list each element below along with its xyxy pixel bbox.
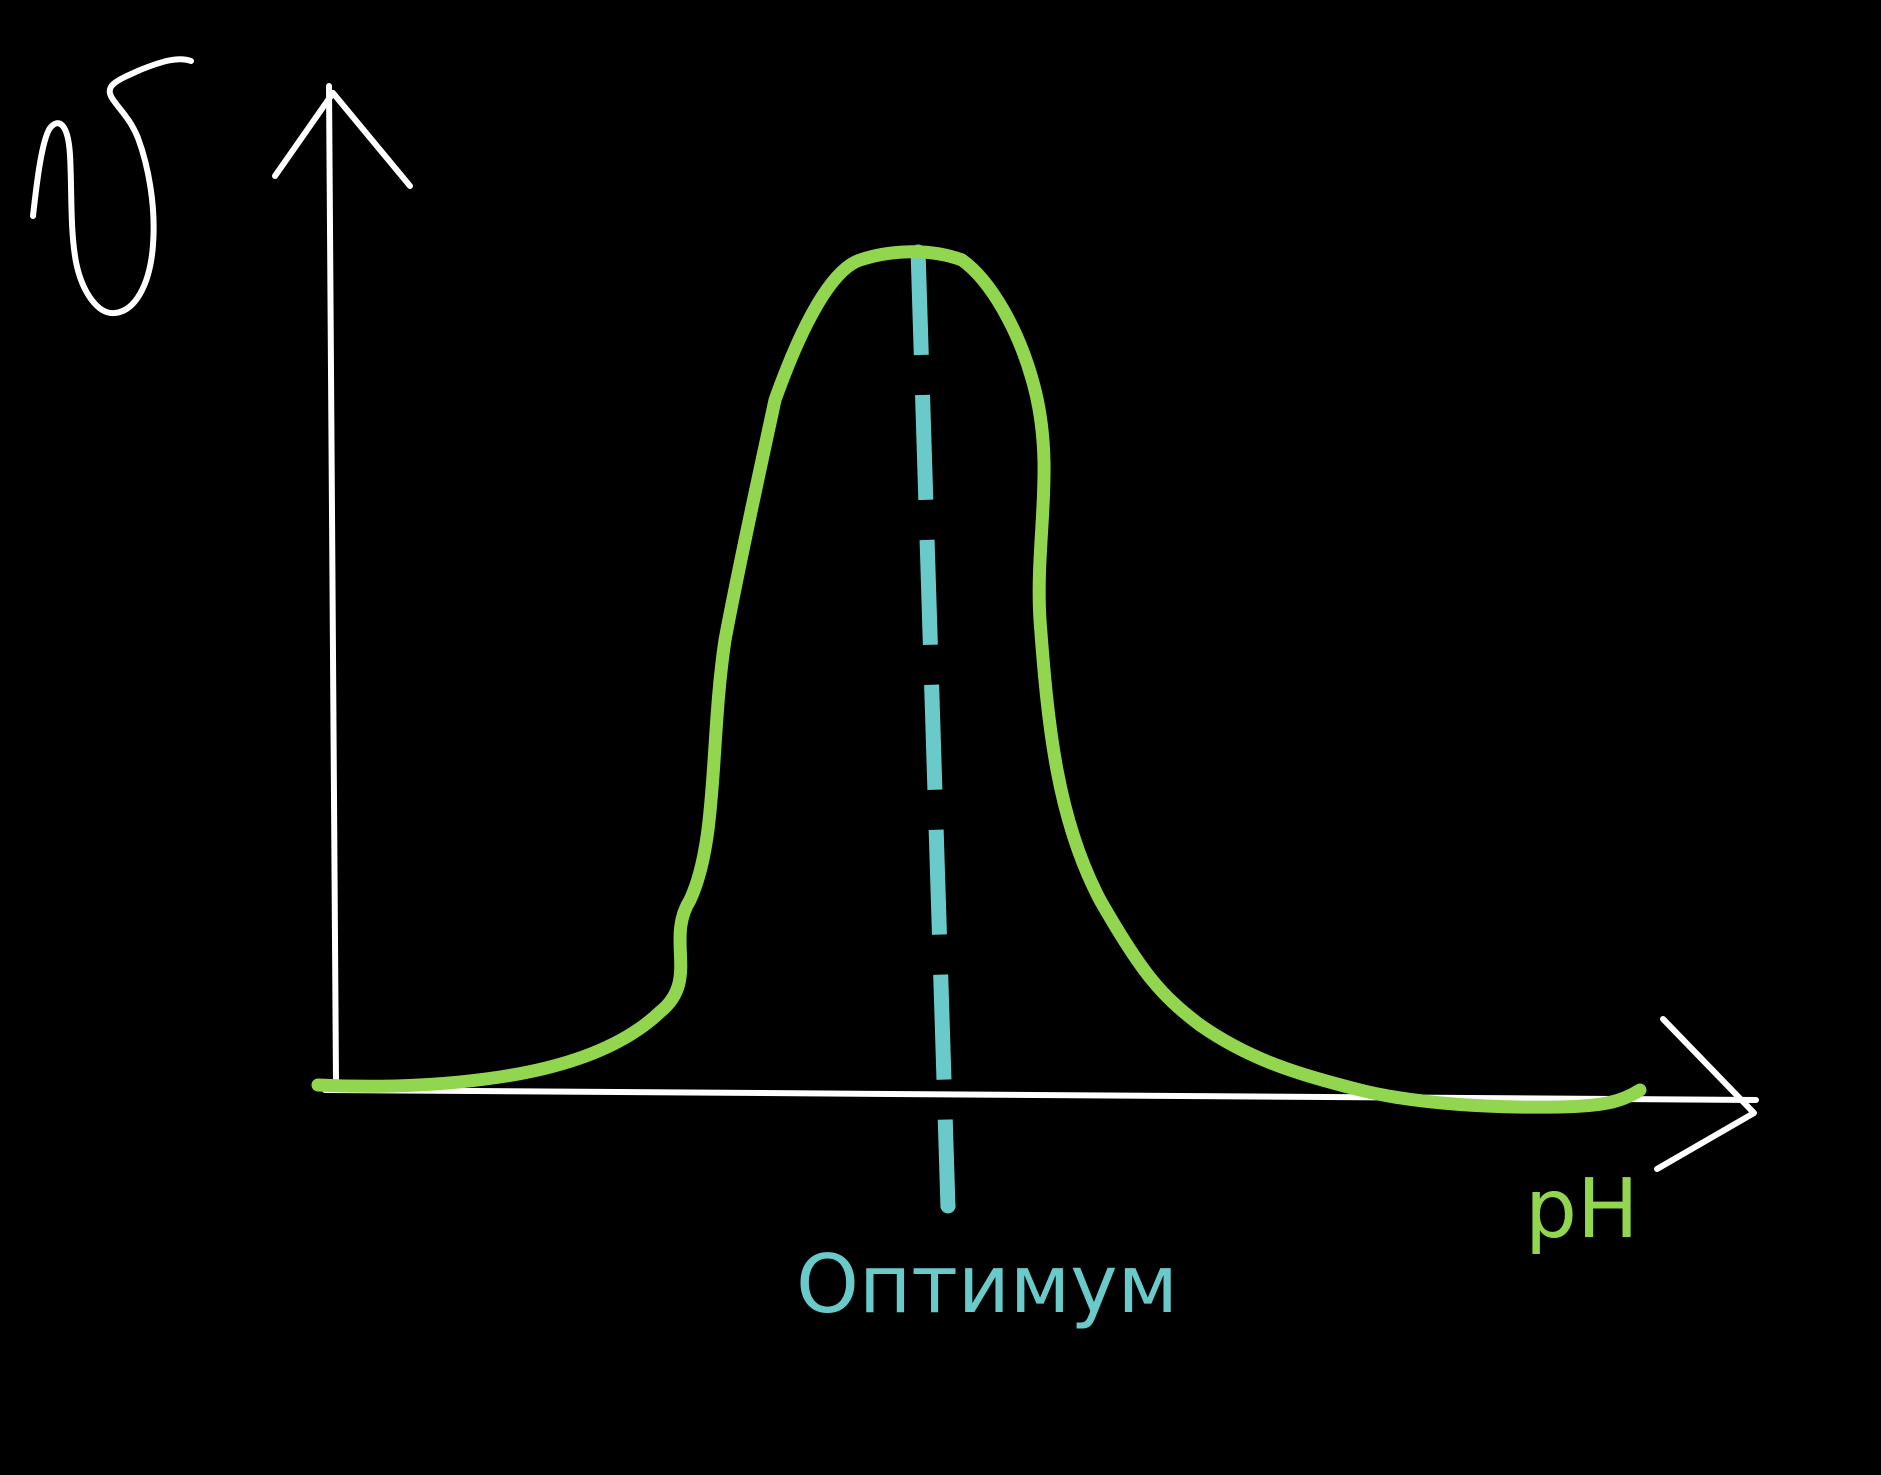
x-axis-label: pH (1525, 1162, 1639, 1257)
activity-curve (311, 245, 1647, 1114)
optimum-line-bottom-cap (940, 1198, 956, 1214)
optimum-label: Оптимум (796, 1238, 1178, 1331)
x-axis-line (322, 1087, 1759, 1103)
y-axis-line (326, 83, 339, 1086)
y-axis-arrowhead (272, 90, 413, 189)
x-axis-arrowhead (1654, 1016, 1757, 1172)
y-axis-symbol-upsilon (30, 56, 194, 317)
optimum-dashed-line (910, 249, 956, 1209)
